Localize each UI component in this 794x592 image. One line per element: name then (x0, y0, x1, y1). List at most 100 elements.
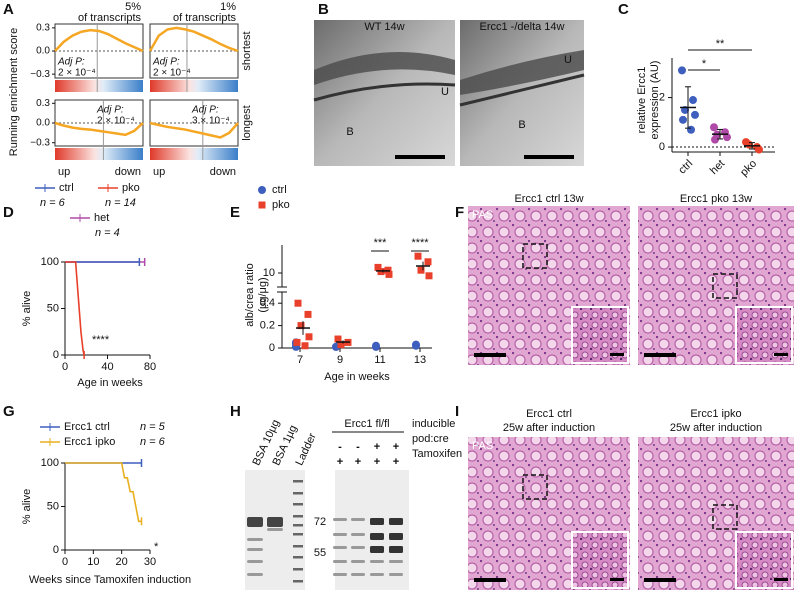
gel-band (247, 560, 263, 563)
side-label: shortest (241, 31, 253, 70)
y-tick-label: 0 (53, 349, 59, 361)
gel-band (333, 533, 347, 536)
cutoff: 5% (125, 1, 141, 13)
x-tick-label: pko (738, 158, 759, 179)
x-tick-label: ctrl (676, 158, 695, 177)
enrichment-curve (148, 26, 239, 53)
gel-band (351, 518, 365, 521)
panel-label: C (618, 1, 629, 18)
data-point (374, 263, 382, 271)
image-title: 25w after induction (670, 422, 762, 434)
data-point (412, 341, 420, 350)
legend-marker (258, 201, 266, 209)
x-tick-label: 40 (101, 361, 113, 373)
rank-bar (55, 148, 143, 160)
x-axis-label: Weeks since Tamoxifen induction (29, 574, 191, 586)
inset-box (712, 504, 738, 530)
gel-band (370, 533, 384, 540)
legend-label: ctrl (272, 184, 287, 196)
gel-band (389, 546, 403, 553)
y-tick-label: 100 (41, 256, 59, 268)
legend-label: Ercc1 ipko (64, 436, 115, 448)
x-tick-label: 10 (87, 556, 99, 568)
gel-band (370, 546, 384, 553)
y-tick-label: 10 (263, 267, 275, 279)
y-tick-label: −0.3 (30, 69, 50, 80)
ladder-band (293, 533, 303, 536)
row-sign: + (393, 441, 399, 453)
x-tick-label: 11 (374, 354, 385, 366)
gel-band (370, 573, 384, 576)
data-point (755, 145, 763, 154)
gel-band (267, 528, 283, 531)
legend-n: n = 5 (140, 421, 166, 433)
y-axis-label: % alive (21, 489, 33, 524)
y-tick-label: −0.3 (30, 137, 50, 148)
gel-band (351, 573, 365, 576)
stain-label: PAS (472, 440, 493, 452)
data-point (385, 270, 393, 278)
cutoff: of transcripts (78, 12, 141, 24)
x-tick-label: 0 (62, 556, 68, 568)
image-title: Ercc1 ipko (690, 408, 741, 420)
legend-label: pko (272, 199, 290, 211)
p-value: 2 × 10⁻⁴ (58, 68, 96, 79)
row-sign: + (374, 456, 380, 468)
rank-bar (150, 80, 238, 92)
ladder-band (293, 503, 303, 506)
scale-bar (524, 155, 574, 159)
em-annotation: B (518, 119, 525, 131)
data-point (424, 258, 432, 266)
ladder-band (293, 580, 303, 583)
y-tick-label: 100 (41, 457, 59, 469)
y-tick-label: 2 (659, 91, 665, 103)
x-tick-label: 30 (144, 556, 156, 568)
gel-band (247, 538, 263, 541)
gel-band (389, 533, 403, 540)
gel (335, 470, 409, 590)
row-label: inducible (412, 418, 455, 430)
gel-band (389, 560, 403, 563)
panel-label: B (318, 1, 329, 18)
ladder-band (293, 524, 303, 527)
lane-label: Ladder (293, 431, 318, 467)
data-point (297, 322, 305, 330)
image-title: Ercc1 ctrl (526, 408, 572, 420)
y-tick-label: 0.0 (36, 46, 50, 57)
em-annotation: U (564, 54, 572, 66)
significance: **** (411, 237, 429, 249)
significance: * (154, 541, 159, 553)
group-label: Ercc1 fl/fl (344, 418, 389, 430)
row-label: Tamoxifen (412, 448, 462, 460)
significance: **** (92, 334, 110, 346)
data-point (305, 333, 313, 341)
legend-n: n = 14 (105, 197, 136, 209)
row-sign: + (355, 456, 361, 468)
gel-band (247, 573, 263, 576)
gel-band (351, 546, 365, 549)
y-axis-label: alb/crea ratio (244, 263, 256, 327)
y-tick-label: 0.4 (260, 297, 275, 309)
significance: * (702, 58, 707, 70)
p-value: 2 × 10⁻⁴ (97, 116, 135, 127)
em-membrane (459, 73, 585, 107)
x-tick-label: 13 (414, 354, 426, 366)
image-title: Ercc1 pko 13w (680, 193, 752, 205)
panel-label: D (3, 204, 14, 221)
y-tick-label: 0.3 (36, 98, 50, 109)
survival-curve (65, 261, 85, 356)
gel-band (351, 560, 365, 563)
em-annotation: U (441, 86, 449, 98)
significance: ** (716, 38, 725, 50)
row-sign: + (393, 456, 399, 468)
gel-band (389, 518, 403, 525)
enrichment-curve (149, 121, 239, 139)
data-point (334, 335, 342, 343)
em-image (314, 20, 455, 166)
inset-image (735, 531, 793, 589)
cutoff: 1% (220, 1, 236, 13)
x-axis-label: Age in weeks (77, 377, 143, 389)
x-tick-label: het (708, 158, 727, 177)
legend-label: ctrl (59, 182, 74, 194)
x-label: down (115, 166, 141, 178)
